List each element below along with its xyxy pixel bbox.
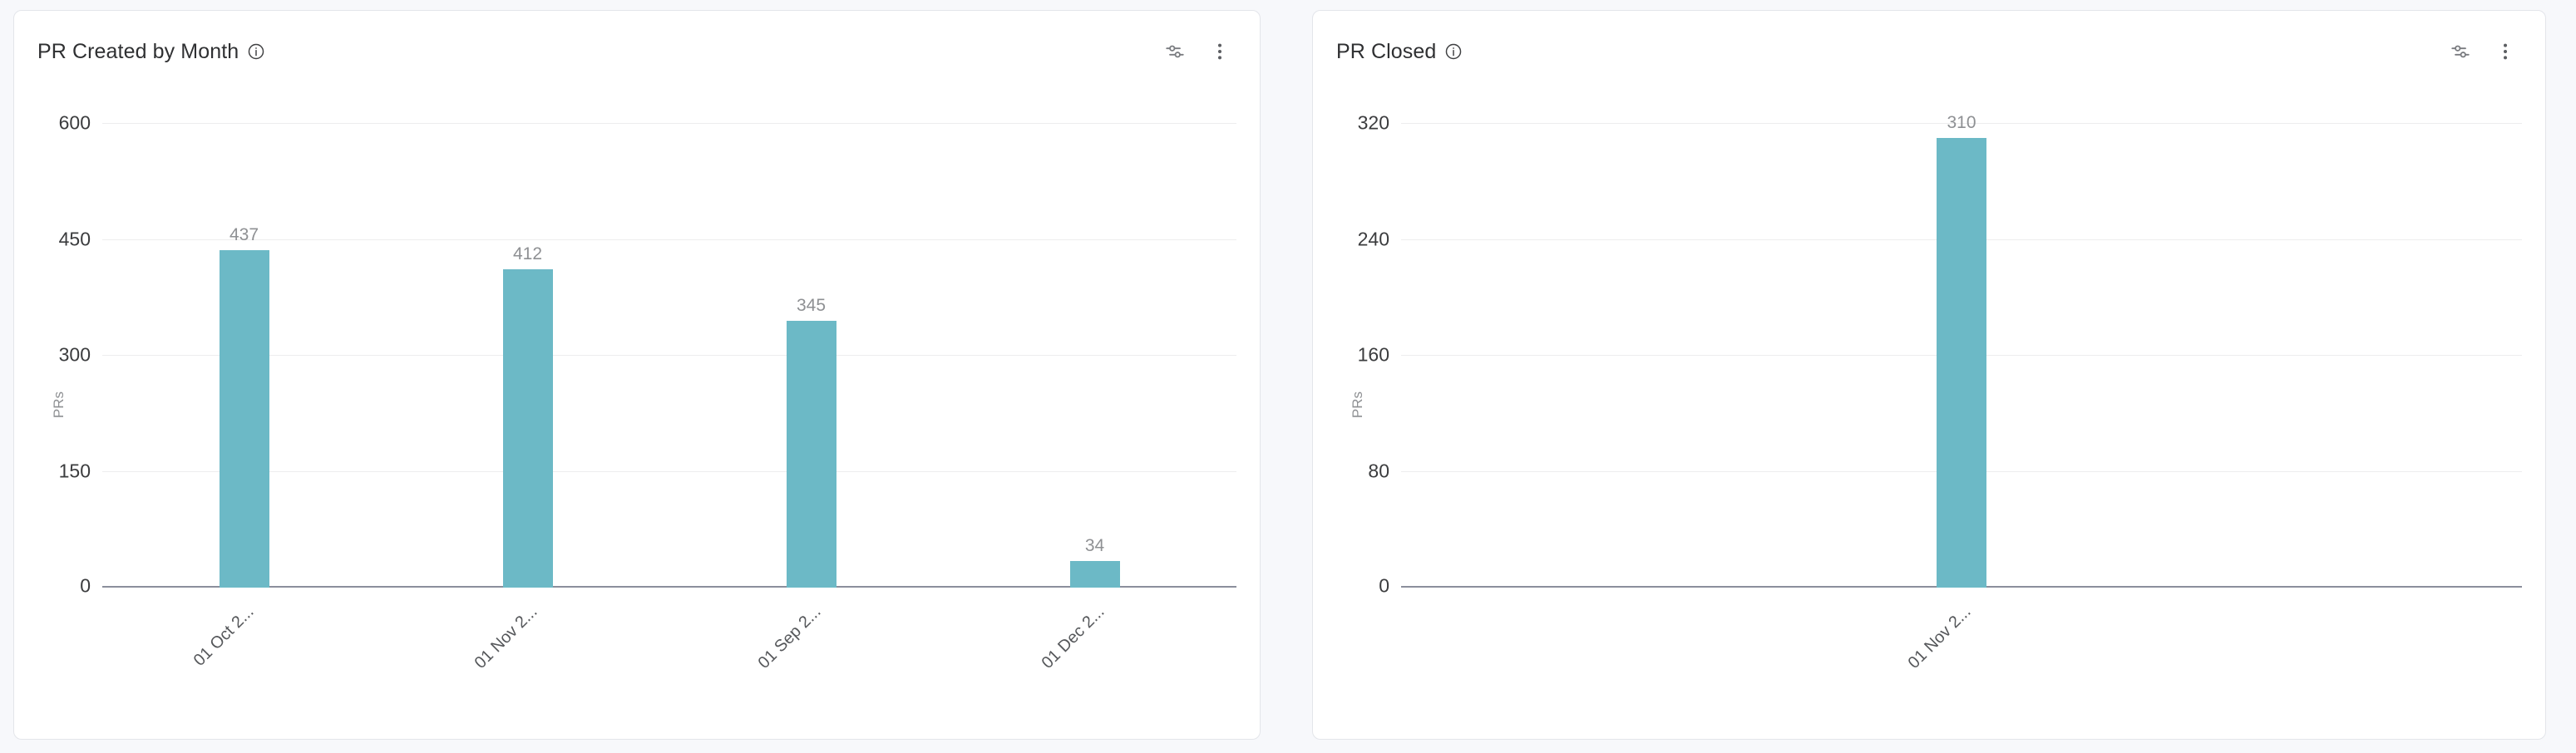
more-vertical-icon[interactable] bbox=[1207, 38, 1233, 65]
bar[interactable] bbox=[1069, 561, 1120, 588]
grid-area: 0 150 300 450 600 437 412 345 34 bbox=[59, 112, 1236, 597]
x-label-slot: 01 Sep 2... bbox=[669, 591, 953, 739]
gridline: 150 bbox=[59, 460, 1236, 481]
card-title-wrap: PR Closed bbox=[1336, 40, 1463, 64]
bar[interactable] bbox=[502, 268, 553, 588]
more-vertical-icon[interactable] bbox=[2492, 38, 2519, 65]
bar-slot: 345 bbox=[669, 124, 953, 588]
bar-value-label: 412 bbox=[512, 244, 543, 263]
bar-value-label: 437 bbox=[229, 224, 259, 244]
bar-value-label: 345 bbox=[796, 296, 827, 316]
bar-slot: 412 bbox=[386, 124, 669, 588]
x-axis-tick-label: 01 Nov 2... bbox=[1904, 603, 1975, 672]
y-axis-title: PRs bbox=[1350, 391, 1366, 419]
x-label-slot: 01 Oct 2... bbox=[102, 591, 386, 739]
sliders-icon[interactable] bbox=[1162, 38, 1188, 65]
y-axis-tick-label: 0 bbox=[1379, 574, 1389, 597]
x-axis-tick-label: 01 Oct 2... bbox=[190, 603, 258, 670]
gridline: 320 bbox=[1358, 112, 2522, 134]
info-circle-icon[interactable] bbox=[247, 42, 265, 61]
y-axis-title: PRs bbox=[51, 391, 67, 419]
y-axis-tick-label: 300 bbox=[58, 343, 91, 366]
y-axis-tick-label: 160 bbox=[1357, 343, 1389, 366]
y-axis-tick-label: 150 bbox=[58, 460, 91, 481]
gridline: 600 bbox=[59, 112, 1236, 134]
y-axis-tick-label: 320 bbox=[1357, 111, 1389, 134]
bars-container: 310 bbox=[1401, 113, 2522, 588]
card-header: PR Closed bbox=[1313, 11, 2545, 71]
bars-container: 437 412 345 34 bbox=[102, 124, 1236, 588]
x-label-slot: 01 Nov 2... bbox=[1401, 591, 2522, 739]
bar-value-label: 34 bbox=[1084, 536, 1105, 556]
y-axis-tick-label: 600 bbox=[58, 111, 91, 134]
bar[interactable] bbox=[219, 249, 269, 588]
y-axis-tick-label: 240 bbox=[1357, 228, 1389, 249]
chart-card-pr-closed: PR Closed bbox=[1312, 10, 2546, 740]
x-axis-labels: 01 Nov 2... bbox=[1401, 591, 2522, 739]
page-title: PR Closed bbox=[1336, 39, 1437, 63]
bar-slot: 310 bbox=[1401, 113, 2522, 588]
bar-slot: 34 bbox=[953, 124, 1236, 588]
x-axis-tick-label: 01 Sep 2... bbox=[754, 603, 825, 672]
bar[interactable] bbox=[786, 321, 836, 588]
card-actions bbox=[1162, 38, 1236, 65]
x-axis-labels: 01 Oct 2... 01 Nov 2... 01 Sep 2... 01 Dec … bbox=[102, 591, 1236, 739]
card-header: PR Created by Month bbox=[14, 11, 1260, 71]
gridline: 300 bbox=[59, 344, 1236, 366]
chart-plot-area: PRs 0 80 160 240 320 310 01 Nov 2... bbox=[1336, 71, 2522, 739]
bar-value-label: 310 bbox=[1947, 113, 1976, 133]
chart-plot-area: PRs 0 150 300 450 600 437 412 345 34 01 Oct 2...… bbox=[37, 71, 1236, 739]
bar-slot: 437 bbox=[102, 124, 386, 588]
bar[interactable] bbox=[1937, 138, 1986, 588]
card-actions bbox=[2447, 38, 2522, 65]
x-label-slot: 01 Dec 2... bbox=[953, 591, 1236, 739]
card-title-wrap: PR Created by Month bbox=[37, 40, 265, 64]
x-axis-tick-label: 01 Dec 2... bbox=[1038, 603, 1108, 672]
x-axis-tick-label: 01 Nov 2... bbox=[471, 603, 541, 672]
gridline: 450 bbox=[59, 228, 1236, 249]
y-axis-tick-label: 450 bbox=[58, 228, 91, 249]
grid-area: 0 80 160 240 320 310 bbox=[1358, 112, 2522, 597]
x-axis-line: 0 bbox=[80, 575, 1236, 597]
y-axis-tick-label: 0 bbox=[80, 574, 91, 597]
x-label-slot: 01 Nov 2... bbox=[386, 591, 669, 739]
chart-card-pr-created: PR Created by Month bbox=[13, 10, 1261, 740]
y-axis-tick-label: 80 bbox=[1368, 460, 1389, 481]
page-title: PR Created by Month bbox=[37, 39, 239, 63]
sliders-icon[interactable] bbox=[2447, 38, 2474, 65]
info-circle-icon[interactable] bbox=[1444, 42, 1463, 61]
